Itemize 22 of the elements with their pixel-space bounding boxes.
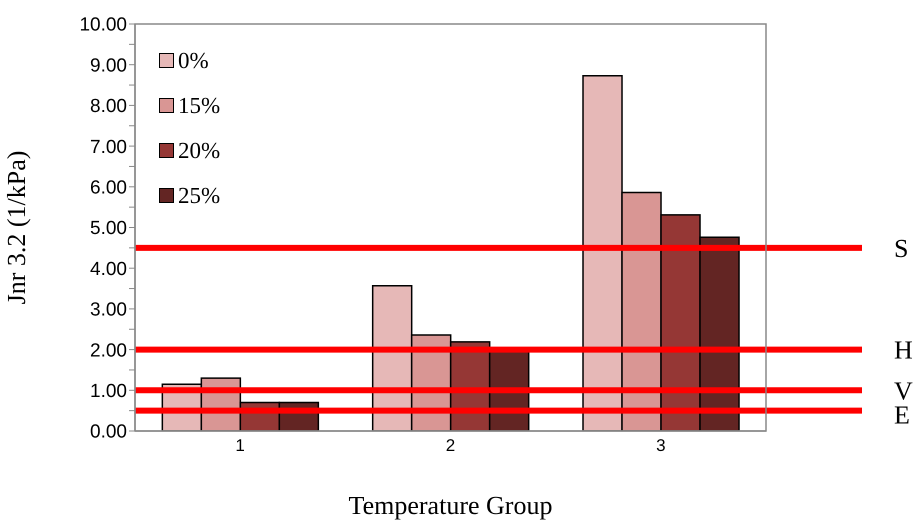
legend-label: 15% xyxy=(178,92,220,118)
x-tick-label: 1 xyxy=(235,436,245,456)
ref-line-label: S xyxy=(894,234,908,263)
y-tick-label: 6.00 xyxy=(90,178,127,199)
legend-label: 20% xyxy=(178,138,220,164)
y-tick-label: 1.00 xyxy=(90,381,127,402)
y-tick-label: 8.00 xyxy=(90,96,127,118)
x-axis-title: Temperature Group xyxy=(348,491,552,520)
legend-label: 0% xyxy=(178,48,209,74)
y-tick-label: 2.00 xyxy=(90,340,127,362)
legend-label: 25% xyxy=(178,182,220,208)
y-tick-label: 4.00 xyxy=(90,258,127,280)
y-tick-label: 10.00 xyxy=(79,14,127,36)
y-tick-label: 7.00 xyxy=(90,136,127,158)
x-tick-label: 2 xyxy=(446,436,456,456)
ref-line-label: H xyxy=(894,336,913,365)
y-tick-label: 9.00 xyxy=(90,55,127,76)
x-tick-label: 3 xyxy=(656,436,666,456)
y-tick-label: 0.00 xyxy=(90,422,127,443)
y-tick-label: 5.00 xyxy=(90,218,127,240)
y-axis-title: Jnr 3.2 (1/kPa) xyxy=(2,150,32,304)
y-tick-label: 3.00 xyxy=(90,300,127,321)
